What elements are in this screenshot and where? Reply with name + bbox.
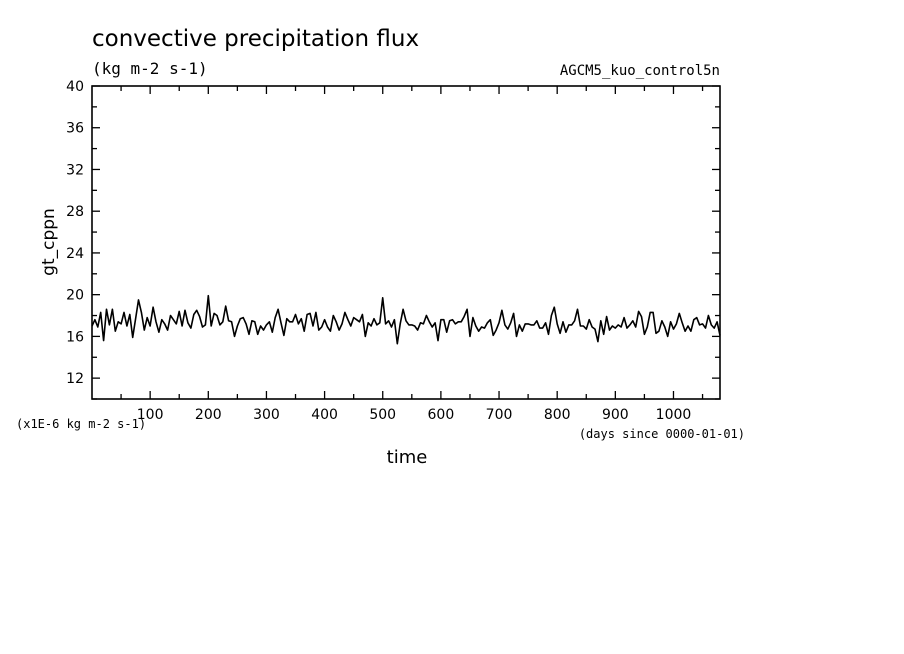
x-axis-label: time [387,447,428,468]
dataset-label: AGCM5_kuo_control5n [560,63,720,79]
y-tick-label: 24 [66,246,84,262]
x-tick-label: 500 [369,407,396,423]
y-tick-label: 20 [66,288,84,304]
units-label: (kg m-2 s-1) [92,59,208,78]
chart-title: convective precipitation flux [92,26,419,52]
y-tick-label: 12 [66,371,84,387]
x-tick-label: 200 [195,407,222,423]
series-line [91,294,721,345]
x-axis: 100 200 300 400 500 600 700 800 900 1000 [120,86,704,423]
y-tick-label: 28 [66,204,84,220]
y-axis-label: gt_cppn [39,208,59,276]
x-tick-label: 100 [137,407,164,423]
y-tick-label: 32 [66,162,84,178]
y-scale-label: (x1E-6 kg m-2 s-1) [16,417,146,431]
x-tick-label: 400 [311,407,338,423]
x-tick-label: 900 [602,407,629,423]
y-tick-label: 36 [66,121,84,137]
x-units-label: (days since 0000-01-01) [579,427,745,441]
x-tick-label: 800 [544,407,571,423]
x-tick-label: 300 [253,407,280,423]
y-tick-label: 16 [66,329,84,345]
x-tick-label: 1000 [656,407,692,423]
y-axis: 12 16 20 24 28 32 36 40 [66,79,720,400]
plot-frame [91,85,721,400]
x-tick-label: 600 [428,407,455,423]
x-tick-label: 700 [486,407,513,423]
y-tick-label: 40 [66,79,84,95]
